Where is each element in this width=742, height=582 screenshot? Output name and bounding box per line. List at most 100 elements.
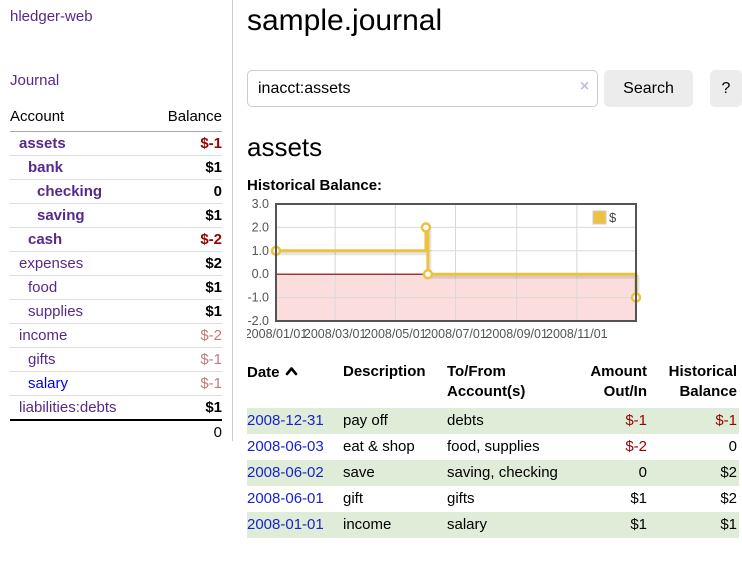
y-tick-label: 3.0 xyxy=(252,199,269,211)
register-table: Date Description To/From Account(s) Amou… xyxy=(247,360,739,538)
brand-link[interactable]: hledger-web xyxy=(10,8,93,25)
x-tick-label: 2008/11/01 xyxy=(546,327,608,341)
transaction-date-link[interactable]: 2008-01-01 xyxy=(247,516,324,533)
account-link-checking[interactable]: checking xyxy=(37,183,103,200)
sidebar-item-journal[interactable]: Journal xyxy=(10,72,60,89)
account-row: food $1 xyxy=(10,275,222,300)
sidebar: hledger-web Journal Account Balance asse… xyxy=(0,0,233,444)
accounts-body: assets $-1 bank $1 checking 0 saving $1 cash $-2 e… xyxy=(10,131,222,444)
chart-title: Historical Balance: xyxy=(247,177,383,194)
account-link-salary[interactable]: salary xyxy=(28,375,69,392)
account-balance: $-2 xyxy=(150,227,222,252)
transaction-date-link[interactable]: 2008-06-02 xyxy=(247,464,324,481)
register-cell-accounts: debts xyxy=(447,412,484,429)
account-row: income $-2 xyxy=(10,323,222,348)
register-cell-amount: $-2 xyxy=(625,438,647,455)
x-tick-label: 2008/03/01 xyxy=(304,327,367,341)
legend-swatch xyxy=(592,210,607,225)
register-header-balance: Historical Balance xyxy=(668,363,737,400)
historical-balance-chart: 3.0 2.0 1.0 0.0 -1.0 -2.02008/01/012008/03/01… xyxy=(247,199,642,341)
account-link-cash[interactable]: cash xyxy=(28,231,63,248)
data-point-marker xyxy=(420,222,432,233)
x-tick-label: 2008/07/01 xyxy=(424,327,487,341)
register-cell-accounts: gifts xyxy=(447,490,475,507)
account-row: liabilities:debts $1 xyxy=(10,396,222,421)
account-row: checking 0 xyxy=(10,179,222,204)
register-header-accounts: To/From Account(s) xyxy=(447,363,526,400)
account-link-saving[interactable]: saving xyxy=(37,207,85,224)
account-link-income[interactable]: income xyxy=(19,327,68,344)
help-button[interactable]: ? xyxy=(709,70,742,107)
account-row: saving $1 xyxy=(10,203,222,228)
account-link-expenses[interactable]: expenses xyxy=(19,255,84,272)
y-tick-label: 0.0 xyxy=(252,267,269,281)
register-row[interactable]: 2008-06-03 eat & shop food, supplies $-2 0 xyxy=(247,434,739,460)
register-cell-description: pay off xyxy=(343,412,388,429)
register-cell-balance: $2 xyxy=(720,490,737,507)
account-row: cash $-2 xyxy=(10,227,222,252)
y-tick-label: 1.0 xyxy=(252,244,269,258)
register-cell-accounts: food, supplies xyxy=(447,438,540,455)
legend-label: $ xyxy=(609,210,617,225)
account-balance: 0 xyxy=(150,179,222,204)
register-cell-balance: $2 xyxy=(720,464,737,481)
register-header-amount: Amount Out/In xyxy=(590,363,647,400)
accounts-total-value: 0 xyxy=(150,419,222,444)
data-point-marker xyxy=(422,268,434,280)
register-header-description: Description xyxy=(343,363,426,380)
account-balance: $1 xyxy=(150,299,222,324)
account-row: salary $-1 xyxy=(10,371,222,396)
accounts-header-balance: Balance xyxy=(150,106,222,132)
x-tick-label: 2008/09/01 xyxy=(485,327,548,341)
account-row: supplies $1 xyxy=(10,299,222,324)
register-cell-amount: $-1 xyxy=(625,412,647,429)
register-header-date[interactable]: Date xyxy=(247,360,343,408)
date-header-label: Date xyxy=(247,364,280,381)
x-tick-label: 2008/05/01 xyxy=(364,327,427,341)
y-tick-label: 2.0 xyxy=(252,220,269,234)
register-cell-amount: 0 xyxy=(638,464,647,481)
main-content: sample.journal × Search ? assets Histori… xyxy=(247,0,742,538)
register-cell-accounts: saving, checking xyxy=(447,464,558,481)
register-cell-amount: $1 xyxy=(630,516,647,533)
account-link-gifts[interactable]: gifts xyxy=(28,351,56,368)
account-link-supplies[interactable]: supplies xyxy=(28,303,84,320)
register-cell-description: income xyxy=(343,516,392,533)
sort-asc-icon xyxy=(285,362,298,382)
account-link-food[interactable]: food xyxy=(28,279,58,296)
account-link-assets[interactable]: assets xyxy=(19,135,66,152)
accounts-total-row: 0 xyxy=(10,419,222,444)
transaction-date-link[interactable]: 2008-12-31 xyxy=(247,412,324,429)
clear-search-icon[interactable]: × xyxy=(579,78,590,95)
account-balance: $-1 xyxy=(150,371,222,396)
register-row[interactable]: 2008-12-31 pay off debts $-1 $-1 xyxy=(247,408,739,434)
account-balance: $2 xyxy=(150,251,222,276)
register-body: 2008-12-31 pay off debts $-1 $-1 2008-06-03 ea… xyxy=(247,408,739,538)
register-cell-balance: $1 xyxy=(720,516,737,533)
account-balance: $1 xyxy=(150,203,222,228)
accounts-table: Account Balance assets $-1 bank $1 checking 0… xyxy=(10,106,222,444)
register-row[interactable]: 2008-01-01 income salary $1 $1 xyxy=(247,512,739,538)
register-row[interactable]: 2008-06-02 save saving, checking 0 $2 xyxy=(247,460,739,486)
transaction-date-link[interactable]: 2008-06-03 xyxy=(247,438,324,455)
register-cell-balance: $-1 xyxy=(715,412,737,429)
search-input[interactable] xyxy=(247,70,599,107)
account-row: expenses $2 xyxy=(10,251,222,276)
transaction-date-link[interactable]: 2008-06-01 xyxy=(247,490,324,507)
register-cell-description: save xyxy=(343,464,375,481)
y-tick-label: -2.0 xyxy=(247,314,269,328)
account-balance: $1 xyxy=(150,275,222,300)
register-row[interactable]: 2008-06-01 gift gifts $1 $2 xyxy=(247,486,739,512)
account-balance: $-1 xyxy=(150,131,222,156)
search-button[interactable]: Search xyxy=(604,70,693,107)
account-balance: $-1 xyxy=(150,347,222,372)
account-link-liabilities-debts[interactable]: liabilities:debts xyxy=(19,399,117,416)
account-balance: $1 xyxy=(205,399,222,416)
register-cell-amount: $1 xyxy=(630,490,647,507)
chart-border xyxy=(275,203,637,322)
search-form: × Search ? xyxy=(247,70,742,107)
y-tick-label: -1.0 xyxy=(247,291,269,305)
account-link-bank[interactable]: bank xyxy=(28,159,64,176)
account-balance: $-2 xyxy=(150,323,222,348)
account-row: bank $1 xyxy=(10,155,222,180)
